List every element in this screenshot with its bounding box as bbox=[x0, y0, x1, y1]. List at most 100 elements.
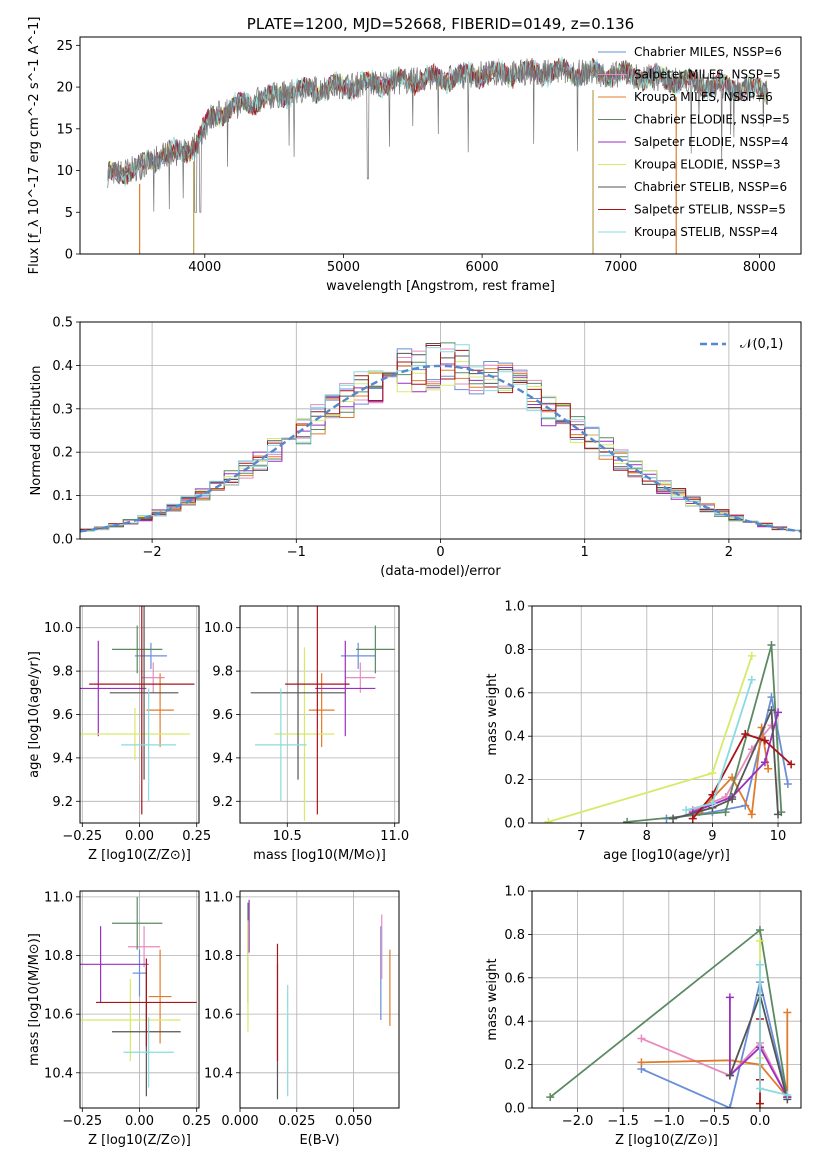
x-axis-label: wavelength [Angstrom, rest frame] bbox=[326, 279, 555, 294]
x-tick-label: 2 bbox=[725, 545, 733, 560]
legend-label: Kroupa MILES, NSSP=6 bbox=[634, 90, 773, 104]
x-tick-label: −1 bbox=[287, 545, 306, 560]
y-tick-label: 20 bbox=[56, 81, 73, 96]
y-tick-label: 10 bbox=[56, 164, 73, 179]
mass_vs_Z-panel: −0.25 0.00 0.25 10.4 10.6 10.8 11.0 Z [log10(Z/… bbox=[27, 890, 211, 1148]
y-tick-label: 0.8 bbox=[504, 643, 525, 658]
error-bars bbox=[80, 896, 197, 1097]
weight-marker-kroupa_stelib bbox=[755, 960, 764, 969]
legend-label: 𝒩(0,1) bbox=[740, 337, 783, 352]
legend-label: Salpeter STELIB, NSSP=5 bbox=[634, 203, 786, 217]
x-tick-label: 10 bbox=[770, 829, 787, 844]
legend-label: Chabrier STELIB, NSSP=6 bbox=[634, 180, 787, 194]
weight-marker-salpeter_elodie bbox=[774, 708, 783, 717]
x-tick-label: −0.25 bbox=[62, 829, 102, 844]
y-axis-label: Normed distribution bbox=[29, 366, 44, 496]
x-tick-label: 7 bbox=[577, 829, 585, 844]
y-tick-label: 0.4 bbox=[52, 359, 73, 374]
y-tick-label: 10.6 bbox=[44, 1008, 73, 1023]
axes-frame bbox=[79, 890, 200, 1109]
mass_vs_ebv-panel: 0.000 0.025 0.050 10.4 10.6 10.8 11.0 E(B-V) bbox=[204, 890, 400, 1148]
mass_weight_vs_age-panel: 7 8 9 10 0.0 0.2 0.4 0.6 0.8 1.0 age [log10(age/yr… bbox=[485, 600, 802, 863]
y-tick-label: 1.0 bbox=[504, 600, 525, 615]
weight-marker-kroupa_miles bbox=[747, 810, 756, 819]
y-tick-label: 0.0 bbox=[504, 817, 525, 832]
error-bars bbox=[80, 606, 195, 815]
y-tick-label: 0.2 bbox=[504, 1058, 525, 1073]
y-tick-label: 0.8 bbox=[504, 928, 525, 943]
x-tick-label: 0.050 bbox=[335, 1114, 372, 1129]
weight-marker-salpeter_elodie bbox=[725, 993, 734, 1002]
x-tick-label: −0.5 bbox=[699, 1114, 731, 1129]
weight-marker-kroupa_stelib bbox=[783, 1090, 792, 1099]
weight-marker-kroupa_miles bbox=[764, 764, 773, 773]
chart-title: PLATE=1200, MJD=52668, FIBERID=0149, z=0… bbox=[247, 15, 634, 33]
legend-label: Salpeter ELODIE, NSSP=4 bbox=[634, 135, 789, 149]
y-tick-label: 9.2 bbox=[52, 795, 73, 810]
weight-lines bbox=[544, 641, 796, 823]
x-tick-label: −1.0 bbox=[653, 1114, 685, 1129]
y-axis-label: Flux [f_λ 10^-17 erg cm^-2 s^-1 A^-1] bbox=[27, 17, 42, 275]
x-tick-label: 0 bbox=[436, 545, 444, 560]
weight-marker-salpeter_stelib bbox=[787, 760, 796, 769]
weight-line-chabrier_miles bbox=[641, 981, 789, 1108]
weight-marker-kroupa_stelib bbox=[682, 805, 691, 814]
weight-marker-salpeter_miles bbox=[637, 1034, 646, 1043]
x-axis-label: age [log10(age/yr)] bbox=[603, 848, 730, 863]
weight-line-salpeter_miles bbox=[641, 1037, 789, 1098]
legend-label: Kroupa STELIB, NSSP=4 bbox=[634, 225, 778, 239]
y-axis-label: mass [log10(M/M⊙)] bbox=[27, 933, 42, 1066]
x-tick-label: 4000 bbox=[188, 260, 221, 275]
error-bars bbox=[247, 899, 391, 1100]
weight-marker-chabrier_elodie bbox=[767, 641, 776, 650]
weight-marker-kroupa_elodie bbox=[747, 651, 756, 660]
x-tick-label: 8000 bbox=[743, 260, 776, 275]
axes-frame bbox=[79, 605, 200, 824]
x-tick-label: 0.0 bbox=[750, 1114, 771, 1129]
weight-marker-chabrier_stelib bbox=[728, 795, 737, 804]
x-tick-label: 1 bbox=[581, 545, 589, 560]
y-tick-label: 0.5 bbox=[52, 316, 73, 331]
axes-frame bbox=[79, 321, 802, 540]
x-tick-label: 11.0 bbox=[380, 829, 409, 844]
weight-marker-chabrier_miles bbox=[783, 779, 792, 788]
axes-frame bbox=[239, 890, 400, 1109]
y-tick-label: 10.4 bbox=[204, 1066, 233, 1081]
y-tick-label: 11.0 bbox=[204, 890, 233, 905]
error-bars bbox=[250, 606, 395, 821]
weight-marker-kroupa_elodie bbox=[755, 936, 764, 945]
y-tick-label: 10.4 bbox=[44, 1066, 73, 1081]
y-tick-label: 0.6 bbox=[504, 686, 525, 701]
weight-marker-kroupa_miles bbox=[783, 1008, 792, 1017]
histograms bbox=[80, 342, 801, 534]
y-tick-label: 0.3 bbox=[52, 402, 73, 417]
x-tick-label: −1.5 bbox=[607, 1114, 639, 1129]
spectrum-data bbox=[107, 59, 769, 213]
spectrum-lines bbox=[107, 56, 769, 254]
x-axis-label: Z [log10(Z/Z⊙)] bbox=[88, 848, 191, 863]
weight-marker-chabrier_miles bbox=[725, 1104, 734, 1108]
weight-line-kroupa_elodie bbox=[548, 655, 753, 823]
weight-line-chabrier_elodie bbox=[627, 644, 783, 823]
axes-frame bbox=[531, 605, 802, 824]
age_vs_mass-panel: 10.5 11.0 9.2 9.4 9.6 9.8 10.0 mass [log10(M/M⊙… bbox=[204, 605, 409, 863]
weight-marker-kroupa_elodie bbox=[544, 817, 553, 823]
residuals-panel: −2 −1 0 1 2 0.0 0.1 0.2 0.3 0.4 0.5 (data-model)/er… bbox=[29, 316, 802, 579]
x-tick-label: 8 bbox=[643, 829, 651, 844]
weight-marker-chabrier_stelib bbox=[725, 1071, 734, 1080]
weight-marker-chabrier_elodie bbox=[755, 926, 764, 935]
y-tick-label: 0.6 bbox=[504, 971, 525, 986]
x-tick-label: 0.025 bbox=[278, 1114, 315, 1129]
spectrum-panel: 4000 5000 6000 7000 8000 0 5 10 15 20 25 wavelength… bbox=[27, 15, 802, 294]
axes-frame bbox=[239, 605, 400, 824]
weight-marker-kroupa_stelib bbox=[708, 799, 717, 808]
y-tick-label: 10.8 bbox=[44, 949, 73, 964]
y-tick-label: 25 bbox=[56, 39, 73, 54]
mass_weight_vs_Z-panel: −2.0 −1.5 −1.0 −0.5 0.0 0.0 0.2 0.4 0.6 0.8 1.0 Z [… bbox=[485, 885, 802, 1148]
x-tick-label: 5000 bbox=[327, 260, 360, 275]
weight-marker-salpeter_stelib bbox=[755, 1099, 764, 1108]
y-tick-label: 9.4 bbox=[52, 751, 73, 766]
x-tick-label: −0.25 bbox=[62, 1114, 102, 1129]
weight-marker-kroupa_stelib bbox=[747, 675, 756, 684]
